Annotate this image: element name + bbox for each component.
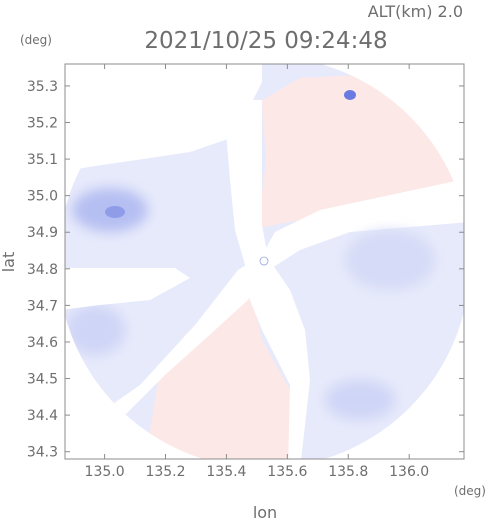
x-tick-label: 135.0 <box>85 464 125 480</box>
x-tick-label: 135.6 <box>267 464 307 480</box>
no-echo-west-wedge <box>65 268 190 310</box>
x-tick-label: 136.0 <box>389 464 429 480</box>
y-tick-label: 35.3 <box>27 79 58 95</box>
y-tick-label: 34.3 <box>27 445 58 461</box>
x-unit-label: (deg) <box>454 484 486 498</box>
plot-frame <box>64 63 465 460</box>
radar-site-marker <box>259 256 269 266</box>
x-tick-label: 135.2 <box>145 464 185 480</box>
y-tick-label: 35.2 <box>27 116 58 132</box>
y-tick-label: 34.6 <box>27 335 58 351</box>
y-unit-label: (deg) <box>20 33 52 47</box>
y-tick-label: 34.4 <box>27 408 58 424</box>
y-tick-label: 34.7 <box>27 298 58 314</box>
no-echo-band-diagonal <box>90 178 464 430</box>
y-tick-label: 35.1 <box>27 152 58 168</box>
y-tick-label: 34.8 <box>27 262 58 278</box>
x-axis: 135.0 135.2 135.4 135.6 135.8 136.0 <box>85 64 429 480</box>
no-echo-north-west <box>65 64 262 172</box>
x-tick-label: 135.4 <box>206 464 246 480</box>
altitude-label: ALT(km) 2.0 <box>368 2 463 21</box>
y-tick-label: 34.9 <box>27 225 58 241</box>
x-axis-title: lon <box>253 503 277 521</box>
radar-field <box>65 64 464 459</box>
no-echo-band-cross <box>215 100 310 459</box>
y-axis: 34.3 34.4 34.5 34.6 34.7 34.8 34.9 35.0 35.1 35.2… <box>27 79 464 461</box>
chart-title: 2021/10/25 09:24:48 <box>144 28 387 54</box>
y-tick-label: 35.0 <box>27 189 58 205</box>
y-axis-title: lat <box>0 252 18 273</box>
x-tick-label: 135.8 <box>328 464 368 480</box>
y-tick-label: 34.5 <box>27 372 58 388</box>
